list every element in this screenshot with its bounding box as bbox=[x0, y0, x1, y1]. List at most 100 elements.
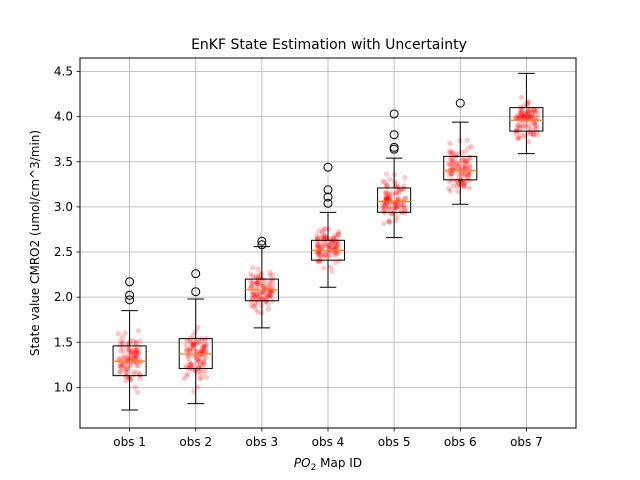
scatter-point bbox=[534, 118, 540, 124]
scatter-point bbox=[447, 148, 453, 154]
box-1 bbox=[112, 277, 147, 411]
scatter-point bbox=[203, 348, 209, 354]
scatter-point bbox=[387, 198, 393, 204]
scatter-point bbox=[526, 139, 532, 145]
scatter-point bbox=[400, 202, 406, 208]
scatter-point bbox=[456, 162, 462, 169]
scatter-point bbox=[253, 294, 259, 301]
scatter-point bbox=[123, 378, 129, 384]
scatter-point bbox=[389, 206, 395, 212]
scatter-point bbox=[133, 355, 139, 361]
scatter-point bbox=[382, 210, 388, 216]
scatter-point bbox=[534, 132, 540, 138]
scatter-point bbox=[185, 355, 191, 361]
scatter-point bbox=[255, 266, 261, 272]
scatter-point bbox=[315, 250, 322, 256]
scatter-point bbox=[126, 346, 132, 352]
scatter-point bbox=[332, 259, 339, 265]
scatter-point bbox=[335, 241, 341, 247]
scatter-point bbox=[322, 251, 328, 257]
scatter-point bbox=[381, 202, 387, 209]
scatter-point bbox=[517, 129, 523, 136]
scatter-point bbox=[398, 187, 404, 193]
scatter-point bbox=[117, 369, 123, 376]
scatter-point bbox=[187, 345, 193, 351]
scatter-point bbox=[454, 159, 460, 166]
scatter-point bbox=[259, 296, 266, 302]
scatter-point bbox=[463, 161, 469, 168]
scatter-point bbox=[261, 281, 267, 287]
scatter-point bbox=[465, 171, 472, 177]
scatter-point bbox=[119, 355, 125, 361]
scatter-point bbox=[254, 280, 260, 287]
scatter-point bbox=[464, 174, 471, 180]
scatter-point bbox=[386, 190, 393, 196]
scatter-point bbox=[132, 355, 138, 361]
scatter-point bbox=[132, 347, 138, 353]
scatter-point bbox=[526, 115, 532, 121]
scatter-point bbox=[446, 150, 452, 156]
scatter-point bbox=[325, 253, 331, 259]
scatter-point bbox=[117, 368, 123, 375]
scatter-point bbox=[461, 182, 467, 189]
x-axis: obs 1 obs 2 obs 3 obs 4 obs 5 obs 6 obs 7 bbox=[113, 428, 543, 449]
scatter-point bbox=[461, 184, 467, 190]
scatter-point bbox=[315, 243, 321, 249]
scatter-point bbox=[461, 173, 467, 179]
scatter-point bbox=[393, 205, 400, 211]
scatter-point bbox=[393, 218, 399, 224]
scatter-point bbox=[381, 204, 387, 210]
scatter-point bbox=[403, 208, 409, 215]
scatter-point bbox=[462, 179, 468, 186]
scatter-point bbox=[533, 109, 539, 115]
scatter-point bbox=[519, 94, 525, 101]
scatter-point bbox=[200, 348, 206, 354]
scatter-point bbox=[382, 201, 389, 207]
scatter-point bbox=[265, 306, 272, 312]
scatter-point bbox=[513, 115, 519, 121]
scatter-point bbox=[127, 349, 133, 355]
scatter-point bbox=[257, 270, 263, 277]
scatter-point bbox=[450, 161, 456, 167]
scatter-point bbox=[447, 161, 453, 167]
scatter-point bbox=[255, 309, 261, 315]
scatter-point bbox=[380, 204, 386, 211]
outlier-point bbox=[257, 240, 267, 250]
scatter-point bbox=[322, 233, 328, 240]
scatter-point bbox=[383, 195, 389, 202]
y-axis: 1.0 1.5 2.0 2.5 3.0 3.5 4.0 4.5 bbox=[54, 65, 80, 394]
scatter-point bbox=[520, 133, 526, 139]
x-tick-label: obs 4 bbox=[312, 435, 345, 449]
scatter-point bbox=[204, 374, 210, 381]
scatter-point bbox=[395, 196, 402, 202]
scatter-point bbox=[515, 122, 521, 128]
scatter-point bbox=[531, 108, 537, 114]
scatter-point bbox=[530, 131, 536, 137]
scatter-point bbox=[252, 302, 259, 308]
scatter-point bbox=[330, 252, 337, 258]
scatter-point bbox=[384, 196, 390, 203]
scatter-point bbox=[254, 291, 260, 297]
scatter-point bbox=[134, 369, 141, 375]
scatter-point bbox=[521, 112, 527, 119]
scatter-point bbox=[325, 254, 331, 260]
scatter-point bbox=[384, 200, 390, 207]
scatter-point bbox=[449, 150, 456, 156]
scatter-point bbox=[200, 346, 207, 352]
scatter-point bbox=[395, 202, 401, 208]
scatter-point bbox=[461, 160, 467, 167]
scatter-point bbox=[514, 124, 521, 131]
scatter-point bbox=[188, 361, 194, 367]
scatter-point bbox=[127, 337, 134, 344]
scatter-point bbox=[524, 114, 530, 121]
outlier-point bbox=[191, 269, 201, 279]
scatter-point bbox=[467, 162, 473, 168]
scatter-point bbox=[392, 190, 399, 196]
scatter-point bbox=[467, 155, 473, 161]
scatter-point bbox=[131, 354, 137, 360]
scatter-point bbox=[135, 363, 141, 369]
scatter-point bbox=[254, 281, 261, 287]
scatter-point bbox=[530, 130, 536, 137]
scatter-point bbox=[188, 361, 194, 367]
